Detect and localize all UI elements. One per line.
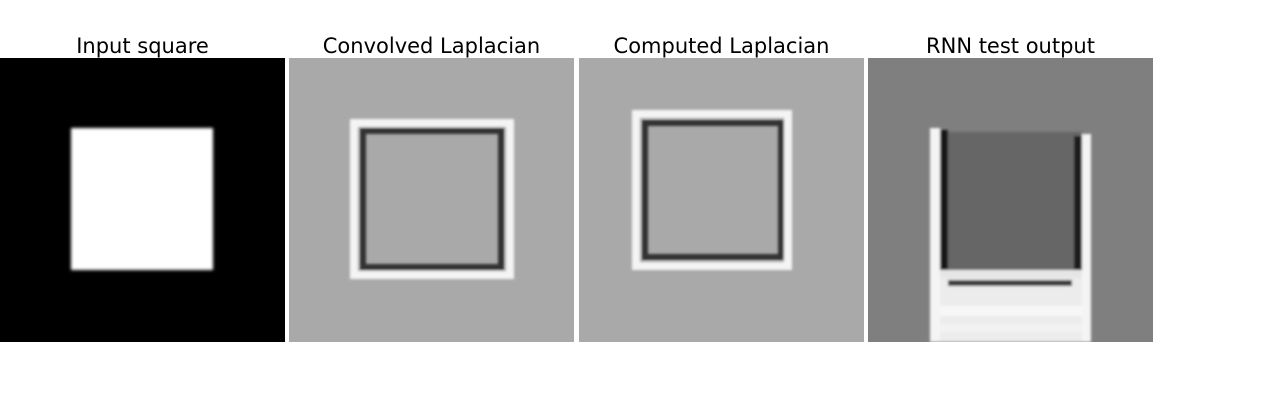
panel-title: RNN test output (926, 34, 1095, 58)
panel-title: Input square (76, 34, 209, 58)
convolved-laplacian-image (289, 58, 574, 342)
panel-input-square: Input square (0, 0, 285, 342)
panel-computed-laplacian: Computed Laplacian (579, 0, 864, 342)
input-square-image (0, 58, 285, 342)
panel-title: Computed Laplacian (613, 34, 830, 58)
panel-convolved-laplacian: Convolved Laplacian (289, 0, 574, 342)
panel-rnn-test-output: RNN test output (868, 0, 1153, 342)
panel-title: Convolved Laplacian (322, 34, 541, 58)
computed-laplacian-image (579, 58, 864, 342)
rnn-test-output-image (868, 58, 1153, 342)
